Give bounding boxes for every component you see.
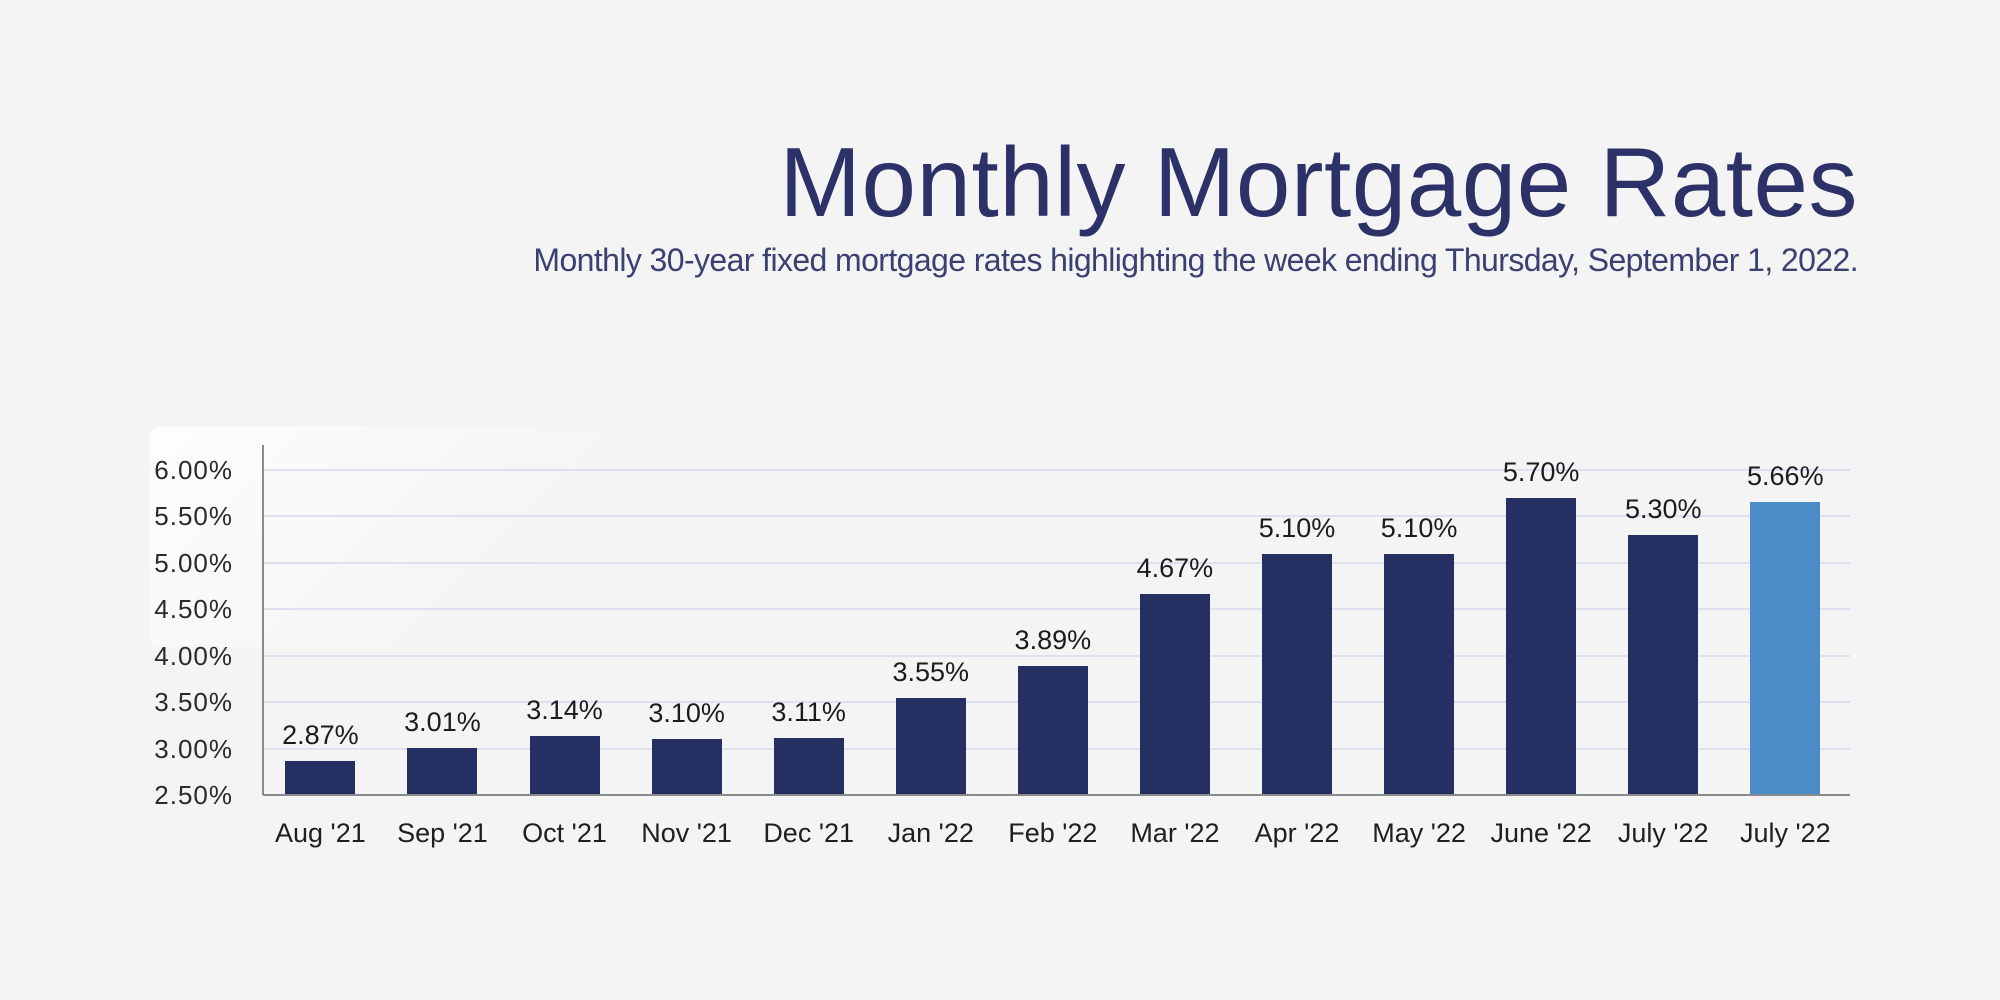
x-axis-tick-label: Feb '22 (1008, 818, 1098, 848)
bar (1750, 501, 1821, 795)
y-axis-tick-label: 3.00% (154, 733, 233, 764)
bar (529, 735, 600, 795)
bar-value-label: 3.55% (892, 656, 970, 687)
gridline (263, 469, 1850, 471)
bar-value-label: 3.14% (526, 694, 603, 725)
x-axis-tick-label: July '22 (1739, 818, 1831, 848)
x-axis-tick-label: Jan '22 (887, 818, 974, 848)
bar (285, 760, 356, 795)
bar-value-label: 3.11% (771, 697, 846, 728)
bar-value-label: 5.30% (1624, 494, 1702, 524)
y-axis-tick-label: 5.50% (154, 501, 233, 532)
bar (407, 747, 478, 795)
x-axis-tick-label: Aug '21 (275, 818, 366, 848)
bar-value-label: 5.70% (1502, 456, 1580, 487)
bar-value-label: 5.66% (1747, 460, 1824, 491)
bar (1017, 665, 1088, 795)
gridline (263, 561, 1850, 564)
bar (773, 738, 844, 795)
gridline (263, 515, 1850, 518)
bar (1384, 553, 1455, 795)
bar-value-label: 3.89% (1014, 624, 1092, 655)
y-axis-tick-label: 4.00% (154, 640, 233, 671)
x-axis-tick-label: Oct '21 (522, 818, 607, 848)
bar (1506, 497, 1577, 795)
x-axis-tick-label: Dec '21 (763, 818, 855, 848)
page-title: Monthly Mortgage Rates (779, 127, 1858, 237)
x-axis-tick-label: Apr '22 (1254, 818, 1340, 848)
y-axis-tick-label: 2.50% (154, 780, 233, 810)
x-axis-tick-label: Sep '21 (397, 818, 488, 848)
y-axis-tick-label: 5.00% (154, 547, 233, 578)
bar (1261, 553, 1332, 795)
x-axis-tick-label: Mar '22 (1130, 818, 1220, 848)
bar-value-label: 5.10% (1258, 512, 1336, 543)
y-axis-tick-label: 3.50% (154, 687, 233, 718)
y-axis-tick-label: 6.00% (154, 455, 233, 485)
x-axis-line (263, 794, 1850, 796)
y-axis-tick-label: 4.50% (154, 594, 233, 625)
bar (895, 697, 966, 795)
x-axis-tick-label: May '22 (1372, 818, 1466, 848)
x-axis-tick-label: July '22 (1617, 818, 1709, 848)
bar (651, 739, 722, 795)
bar-value-label: 2.87% (282, 719, 359, 750)
bar-value-label: 3.10% (648, 698, 725, 729)
bar (1628, 535, 1699, 795)
gridline (263, 654, 1850, 657)
gridline (263, 608, 1850, 611)
x-axis-tick-label: June '22 (1490, 818, 1592, 848)
bar-value-label: 3.01% (404, 706, 481, 737)
bar (1139, 593, 1210, 795)
x-axis-tick-label: Nov '21 (641, 818, 732, 848)
page-subtitle: Monthly 30-year fixed mortgage rates hig… (533, 242, 1858, 278)
bar-value-label: 5.10% (1380, 512, 1458, 543)
bar-value-label: 4.67% (1136, 552, 1214, 583)
